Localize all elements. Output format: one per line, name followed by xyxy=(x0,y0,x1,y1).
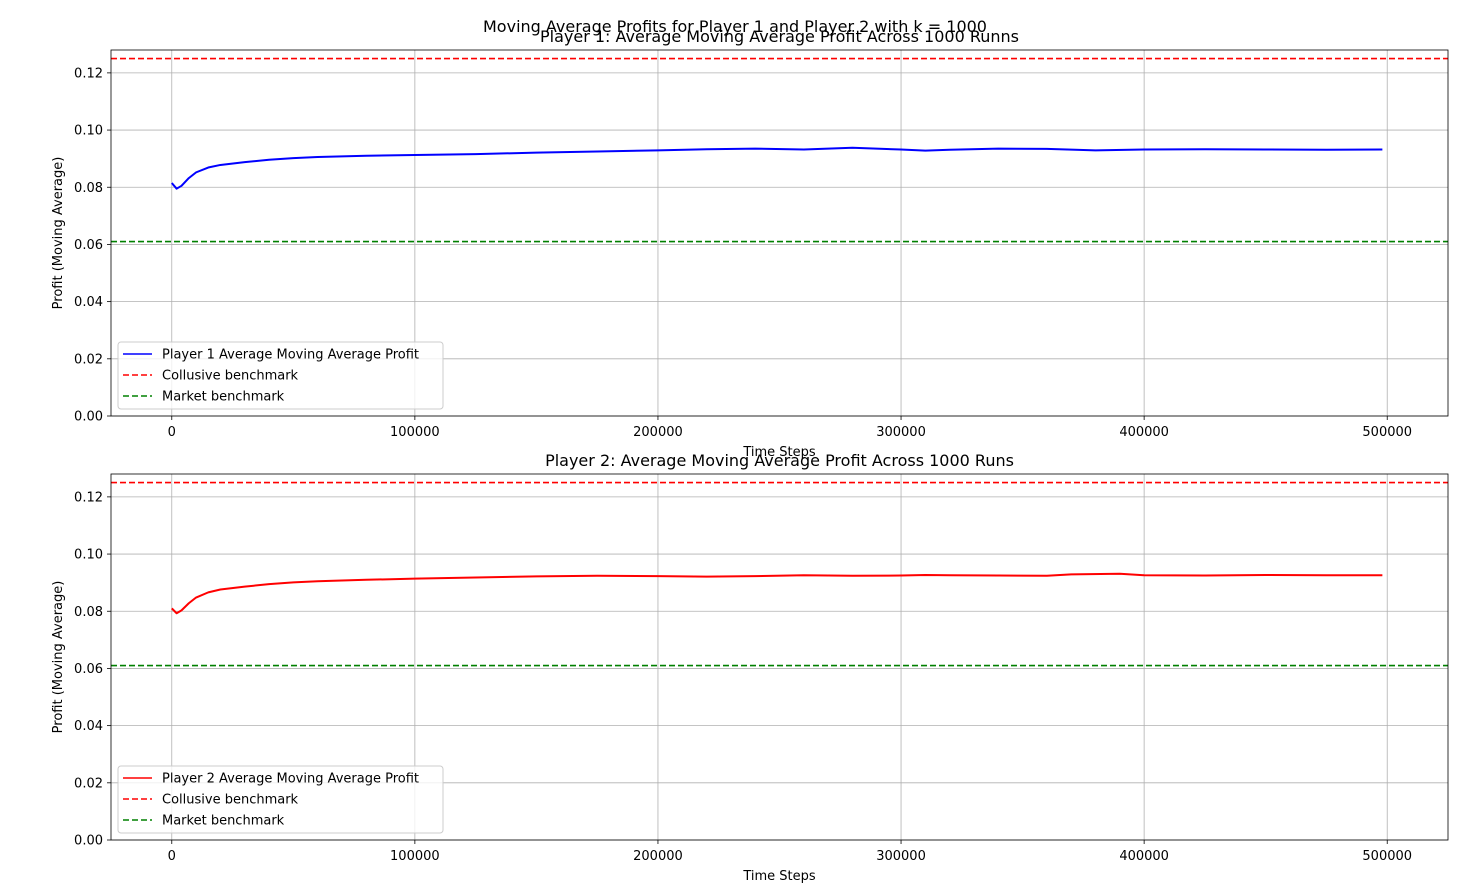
legend-label: Market benchmark xyxy=(162,814,285,829)
y-tick-label: 0.04 xyxy=(74,719,103,734)
legend: Player 2 Average Moving Average Profit Co… xyxy=(117,765,444,834)
x-tick-label: 400000 xyxy=(1119,425,1169,440)
x-tick-label: 100000 xyxy=(390,849,440,864)
y-tick-label: 0.04 xyxy=(74,295,103,310)
legend-label: Collusive benchmark xyxy=(162,369,299,384)
y-tick-label: 0.02 xyxy=(74,352,103,367)
subplot-title: Player 1: Average Moving Average Profit … xyxy=(540,27,1019,46)
subplot-player-1: Player 1: Average Moving Average Profit … xyxy=(51,27,1449,460)
legend-box xyxy=(117,765,444,834)
legend-label: Collusive benchmark xyxy=(162,793,299,808)
figure-suptitle: Moving Average Profits for Player 1 and … xyxy=(483,17,987,36)
y-tick-label: 0.06 xyxy=(74,662,103,677)
x-tick-label: 500000 xyxy=(1362,849,1412,864)
x-axis-label: Time Steps xyxy=(742,869,816,883)
y-tick-label: 0.00 xyxy=(74,410,103,425)
x-tick-label: 500000 xyxy=(1362,425,1412,440)
series-line-average-profit xyxy=(171,146,1383,190)
x-tick-label: 400000 xyxy=(1119,849,1169,864)
legend-label: Player 2 Average Moving Average Profit xyxy=(162,772,419,787)
y-tick-label: 0.10 xyxy=(74,124,103,139)
y-axis-label: Profit (Moving Average) xyxy=(51,581,66,734)
y-tick-label: 0.10 xyxy=(74,548,103,563)
x-tick-label: 300000 xyxy=(876,849,926,864)
y-tick-label: 0.06 xyxy=(74,238,103,253)
legend-box xyxy=(117,341,444,410)
legend-label: Player 1 Average Moving Average Profit xyxy=(162,348,419,363)
x-tick-label: 0 xyxy=(168,849,176,864)
x-tick-label: 200000 xyxy=(633,849,683,864)
x-tick-label: 300000 xyxy=(876,425,926,440)
subplot-title: Player 2: Average Moving Average Profit … xyxy=(545,451,1014,470)
y-tick-label: 0.12 xyxy=(74,66,103,81)
y-tick-label: 0.08 xyxy=(74,605,103,620)
plot-frame xyxy=(110,49,1449,417)
legend-label: Market benchmark xyxy=(162,390,285,405)
y-axis-label: Profit (Moving Average) xyxy=(51,157,66,310)
x-tick-label: 200000 xyxy=(633,425,683,440)
legend: Player 1 Average Moving Average Profit Co… xyxy=(117,341,444,410)
y-tick-label: 0.02 xyxy=(74,776,103,791)
series-line-average-profit xyxy=(171,572,1383,615)
y-tick-label: 0.00 xyxy=(74,834,103,849)
subplot-player-2: Player 2: Average Moving Average Profit … xyxy=(51,451,1449,883)
plot-frame xyxy=(110,473,1449,841)
x-tick-label: 0 xyxy=(168,425,176,440)
y-tick-label: 0.12 xyxy=(74,490,103,505)
x-tick-label: 100000 xyxy=(390,425,440,440)
x-axis-label: Time Steps xyxy=(742,445,816,460)
y-tick-label: 0.08 xyxy=(74,181,103,196)
